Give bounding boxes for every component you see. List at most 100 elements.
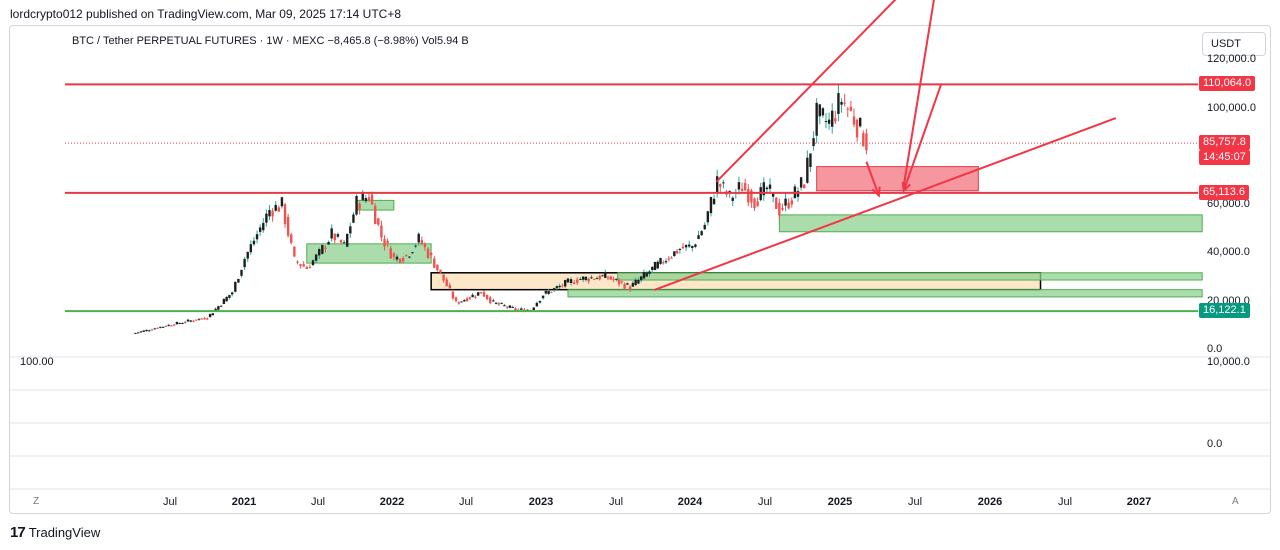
candle xyxy=(626,282,629,286)
candle xyxy=(373,203,377,225)
candle xyxy=(840,98,843,113)
candle xyxy=(333,233,336,244)
candle xyxy=(389,245,392,259)
symbol-info[interactable]: BTC / Tether PERPETUAL FUTURES · 1W · ME… xyxy=(72,35,469,47)
forecast-arrow xyxy=(901,84,942,193)
candle xyxy=(494,302,498,305)
candle xyxy=(784,193,787,212)
candle xyxy=(145,329,148,332)
candle xyxy=(327,240,330,246)
candle xyxy=(189,320,192,323)
candle xyxy=(781,203,784,212)
candle xyxy=(175,321,179,325)
candle xyxy=(139,331,143,333)
candle xyxy=(208,313,212,319)
candle xyxy=(593,278,596,280)
candle xyxy=(771,192,775,203)
candle xyxy=(426,246,430,259)
candle xyxy=(429,251,433,258)
candle xyxy=(697,230,700,240)
candle xyxy=(648,269,651,277)
candle xyxy=(706,210,710,226)
candle xyxy=(423,242,427,251)
candle xyxy=(436,264,439,272)
candle xyxy=(471,292,474,298)
candle xyxy=(737,176,741,195)
candle xyxy=(656,260,659,270)
candle xyxy=(243,257,246,271)
trendline xyxy=(716,0,897,183)
candle xyxy=(197,318,201,321)
candle xyxy=(401,256,405,264)
indicator-right-bottom-label: 0.0 xyxy=(1207,438,1223,450)
candle xyxy=(383,235,386,251)
candle xyxy=(793,184,797,199)
candle xyxy=(148,329,151,332)
candle xyxy=(150,328,154,331)
candle xyxy=(153,327,157,330)
candle xyxy=(846,107,849,118)
candle xyxy=(181,322,184,325)
candle xyxy=(628,284,632,292)
candle xyxy=(809,153,812,172)
candle xyxy=(687,240,691,248)
candle xyxy=(653,261,657,271)
candle xyxy=(712,194,716,205)
candle xyxy=(555,285,559,290)
candle xyxy=(255,230,259,244)
candle xyxy=(395,254,399,263)
candle xyxy=(595,276,599,280)
candle xyxy=(609,275,612,280)
time-tick-label: 2027 xyxy=(1126,496,1152,508)
candle xyxy=(186,318,190,323)
candle xyxy=(508,304,512,309)
candle xyxy=(694,243,697,249)
candle xyxy=(552,287,556,292)
publish-info: lordcrypto012 published on TradingView.c… xyxy=(10,7,402,21)
forecast-arrow xyxy=(865,161,881,198)
candle xyxy=(535,301,539,307)
time-tick-label: Jul xyxy=(310,496,326,508)
candle xyxy=(457,301,460,305)
trendline xyxy=(654,117,1117,291)
candle xyxy=(137,332,140,334)
candle xyxy=(451,289,455,300)
time-tick-label: 2024 xyxy=(677,496,703,508)
time-tick-label: Jul xyxy=(1057,496,1073,508)
candle xyxy=(787,198,790,210)
candle xyxy=(569,277,573,286)
candle xyxy=(709,196,713,217)
candle xyxy=(219,305,223,307)
candle xyxy=(837,83,840,122)
candle xyxy=(445,277,448,287)
candle xyxy=(762,177,766,201)
candle xyxy=(806,150,809,184)
candle xyxy=(364,195,368,204)
candle xyxy=(408,256,411,259)
candle xyxy=(675,249,679,255)
candle xyxy=(815,98,818,144)
candle xyxy=(601,274,604,277)
auto-scale-button[interactable]: A xyxy=(1232,496,1239,507)
candle xyxy=(684,244,688,251)
currency-button[interactable]: USDT xyxy=(1202,32,1266,56)
indicator-right-top-label: 10,000.0 xyxy=(1207,356,1250,368)
candle xyxy=(750,188,753,208)
candle xyxy=(821,106,825,118)
candle xyxy=(283,202,287,228)
candle xyxy=(468,296,472,301)
candle xyxy=(367,193,371,202)
candle xyxy=(321,244,324,255)
candle xyxy=(479,292,483,294)
candle xyxy=(228,295,231,300)
zoom-reset-button[interactable]: Z xyxy=(33,496,40,507)
candle xyxy=(240,269,243,278)
candle xyxy=(645,271,648,278)
price-tick-label: 100,000.0 xyxy=(1207,101,1256,114)
tradingview-logo-icon: 17 xyxy=(10,524,26,541)
candle xyxy=(492,298,495,302)
candle xyxy=(183,320,187,324)
candle xyxy=(170,325,173,327)
candle xyxy=(377,217,380,227)
